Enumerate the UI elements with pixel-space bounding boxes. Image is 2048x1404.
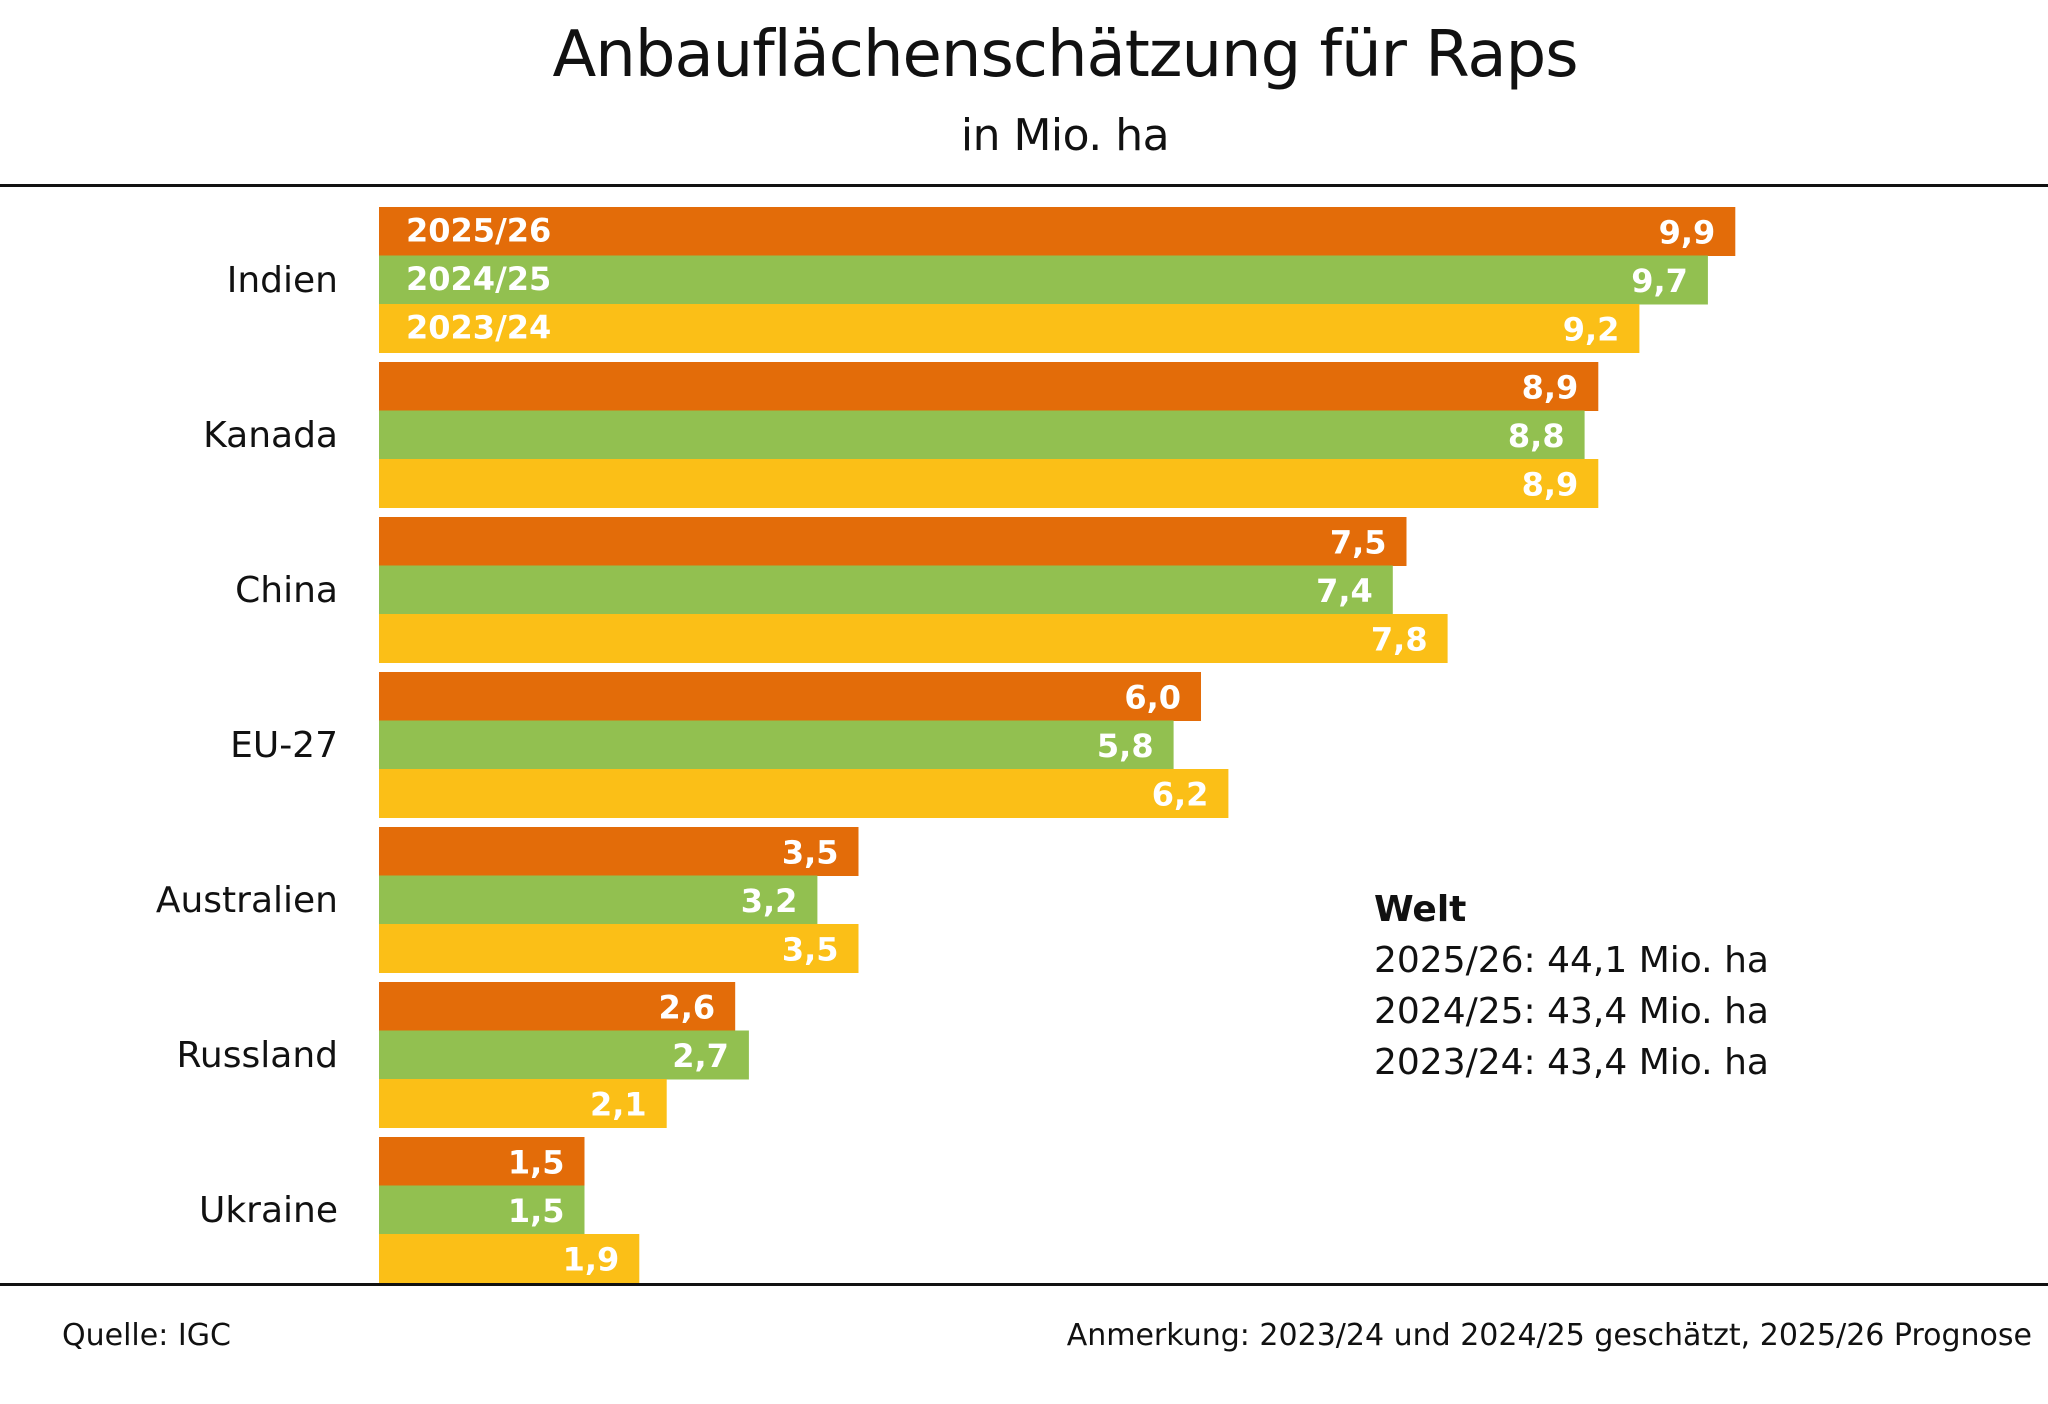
world-line-2023-24: 2023/24: 43,4 Mio. ha (1374, 1042, 1769, 1083)
value-label-russland-2024-25: 2,7 (672, 1037, 729, 1075)
value-label-australien-2024-25: 3,2 (741, 882, 798, 920)
world-line-2025-26: 2025/26: 44,1 Mio. ha (1374, 940, 1769, 981)
world-summary: Welt 2025/26: 44,1 Mio. ha 2024/25: 43,4… (1374, 884, 1769, 1088)
category-label-indien: Indien (227, 260, 338, 301)
value-label-russland-2025-26: 2,6 (659, 988, 716, 1026)
bar-indien-2023-24 (379, 304, 1640, 353)
value-label-china-2025-26: 7,5 (1330, 523, 1387, 561)
value-label-indien-2023-24: 9,2 (1563, 310, 1620, 348)
value-label-kanada-2023-24: 8,9 (1522, 465, 1579, 503)
value-label-ukraine-2023-24: 1,9 (563, 1240, 620, 1278)
chart-title: Anbauflächenschätzung für Raps (552, 18, 1578, 92)
category-label-kanada: Kanada (203, 415, 338, 456)
value-label-ukraine-2025-26: 1,5 (508, 1143, 565, 1181)
category-label-australien: Australien (156, 880, 338, 921)
top-divider (0, 184, 2048, 187)
category-label-ukraine: Ukraine (199, 1190, 338, 1231)
bar-kanada-2023-24 (379, 459, 1599, 508)
legend-label-2024-25: 2024/25 (406, 260, 551, 298)
bar-russland-2024-25 (379, 1030, 749, 1080)
bar-indien-2025-26 (379, 207, 1736, 256)
bar-eu-27-2024-25 (379, 720, 1174, 770)
value-label-australien-2025-26: 3,5 (782, 833, 839, 871)
value-label-indien-2024-25: 9,7 (1631, 262, 1688, 300)
bottom-divider (0, 1283, 2048, 1286)
value-label-eu-27-2023-24: 6,2 (1152, 775, 1209, 813)
source-note: Quelle: IGC (62, 1318, 231, 1353)
bar-ukraine-2025-26 (379, 1137, 585, 1186)
bar-russland-2025-26 (379, 982, 736, 1031)
value-label-indien-2025-26: 9,9 (1659, 213, 1716, 251)
legend-label-2023-24: 2023/24 (406, 308, 551, 346)
bar-australien-2023-24 (379, 924, 859, 973)
bar-ukraine-2024-25 (379, 1185, 585, 1235)
bar-china-2023-24 (379, 614, 1448, 663)
category-label-china: China (235, 570, 338, 611)
bar-eu-27-2025-26 (379, 672, 1201, 721)
bar-australien-2024-25 (379, 875, 818, 925)
value-label-eu-27-2024-25: 5,8 (1097, 727, 1154, 765)
bar-kanada-2024-25 (379, 410, 1585, 460)
category-label-eu-27: EU-27 (230, 725, 338, 766)
world-heading: Welt (1374, 889, 1467, 930)
bar-china-2024-25 (379, 565, 1393, 615)
bar-kanada-2025-26 (379, 362, 1599, 411)
value-label-ukraine-2024-25: 1,5 (508, 1192, 565, 1230)
bar-ukraine-2023-24 (379, 1234, 640, 1283)
world-line-2024-25: 2024/25: 43,4 Mio. ha (1374, 991, 1769, 1032)
value-label-china-2024-25: 7,4 (1316, 572, 1373, 610)
category-label-russland: Russland (177, 1035, 338, 1076)
value-label-eu-27-2025-26: 6,0 (1124, 678, 1181, 716)
bar-russland-2023-24 (379, 1079, 667, 1128)
value-label-kanada-2024-25: 8,8 (1508, 417, 1565, 455)
chart-subtitle: in Mio. ha (960, 110, 1170, 161)
value-label-russland-2023-24: 2,1 (590, 1085, 647, 1123)
value-label-kanada-2025-26: 8,9 (1522, 368, 1579, 406)
legend-label-2025-26: 2025/26 (406, 211, 551, 249)
bar-indien-2024-25 (379, 255, 1708, 305)
bar-eu-27-2023-24 (379, 769, 1229, 818)
bar-china-2025-26 (379, 517, 1407, 566)
bar-australien-2025-26 (379, 827, 859, 876)
value-label-china-2023-24: 7,8 (1371, 620, 1428, 658)
annotation-note: Anmerkung: 2023/24 und 2024/25 geschätzt… (1066, 1318, 2032, 1353)
value-label-australien-2023-24: 3,5 (782, 930, 839, 968)
